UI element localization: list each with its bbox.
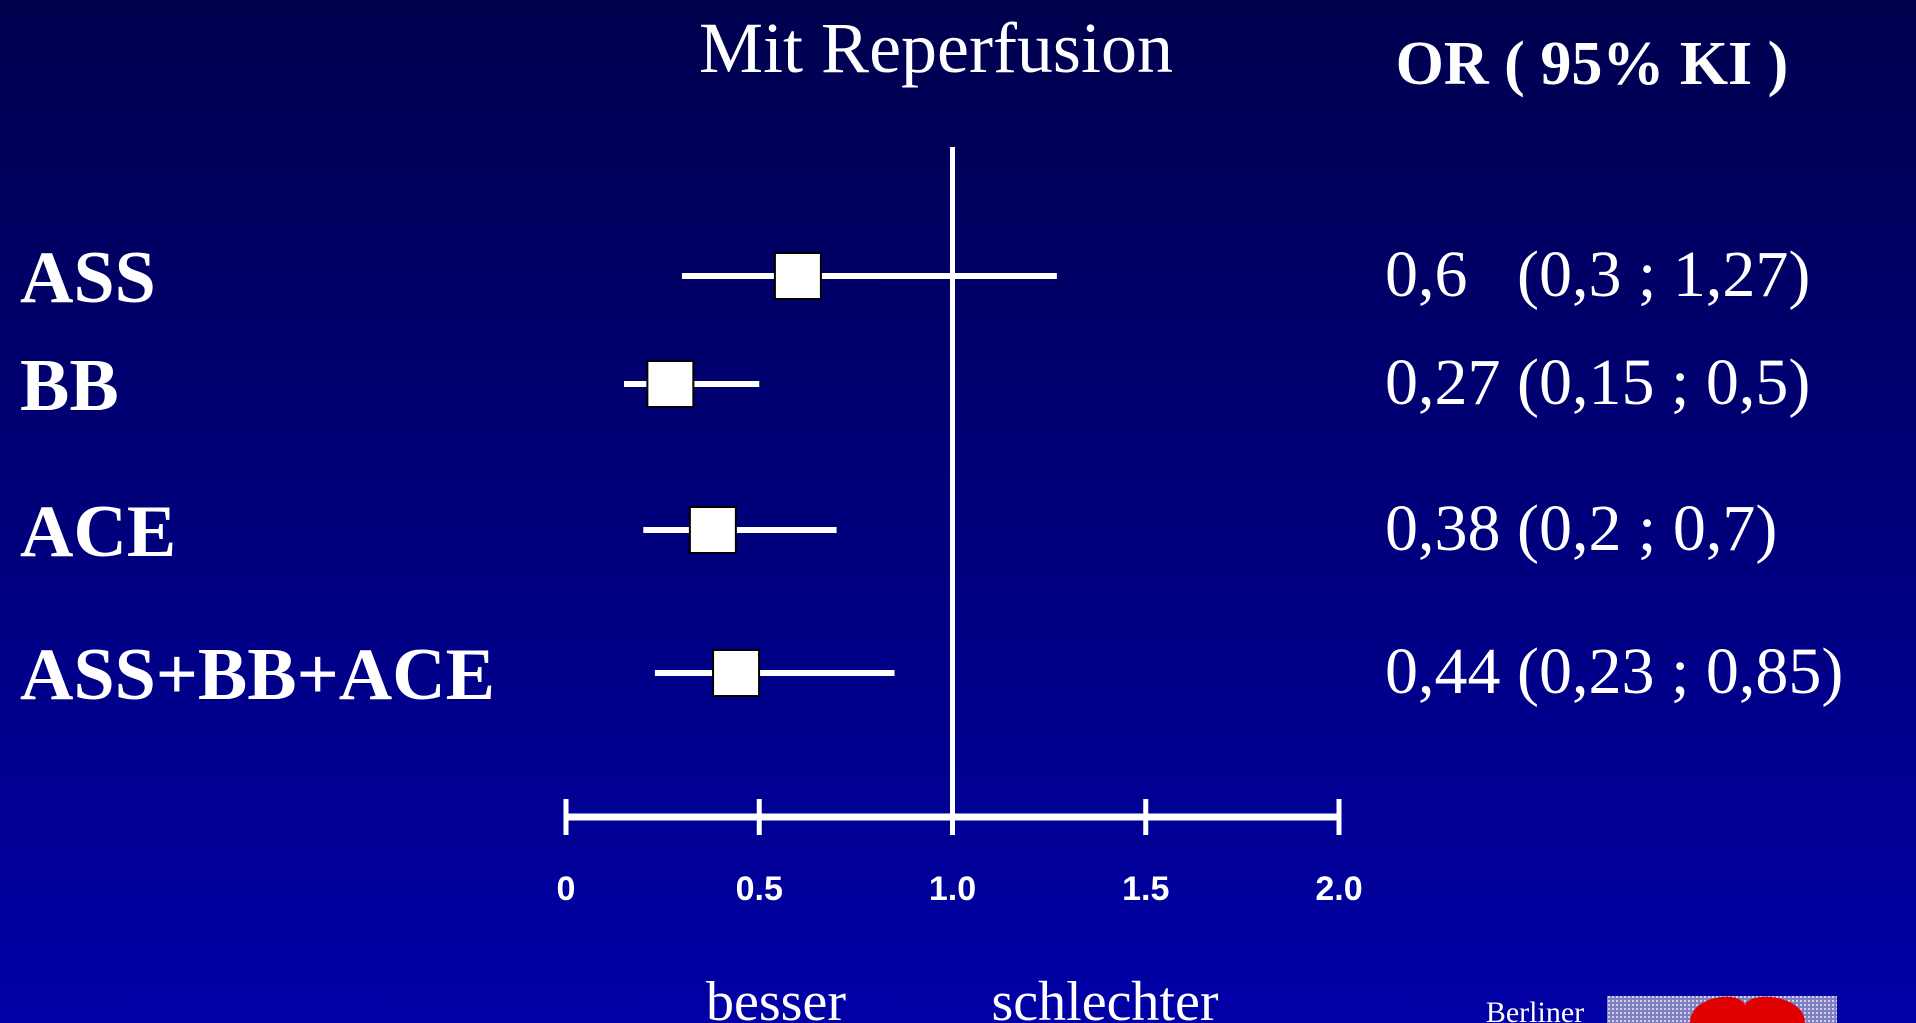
x-tick-label: 0 (557, 870, 576, 908)
category-label: BB (20, 345, 119, 427)
x-tick-label: 0.5 (736, 870, 783, 908)
x-tick-label: 2.0 (1315, 870, 1362, 908)
point-estimate (688, 506, 737, 554)
value-label: 0,6 (0,3 ; 1,27) (1385, 238, 1810, 311)
value-label: 0,38 (0,2 ; 0,7) (1385, 492, 1777, 565)
category-label: ASS+BB+ACE (20, 634, 495, 716)
point-estimate (646, 360, 695, 408)
logo-heart (1690, 996, 1805, 1023)
category-label: ACE (20, 491, 176, 573)
point-estimate (712, 649, 761, 697)
x-annotation: besser (706, 971, 846, 1023)
point-estimate (773, 252, 822, 300)
chart-title: Mit Reperfusion (699, 8, 1173, 88)
logo-text: Berliner (1486, 996, 1584, 1023)
category-label: ASS (20, 237, 156, 319)
value-label: 0,44 (0,23 ; 0,85) (1385, 635, 1843, 708)
column-header: OR ( 95% KI ) (1396, 30, 1789, 98)
x-tick-label: 1.5 (1122, 870, 1169, 908)
value-label: 0,27 (0,15 ; 0,5) (1385, 346, 1810, 419)
x-tick-label: 1.0 (929, 870, 976, 908)
x-annotation: schlechter (992, 971, 1219, 1023)
